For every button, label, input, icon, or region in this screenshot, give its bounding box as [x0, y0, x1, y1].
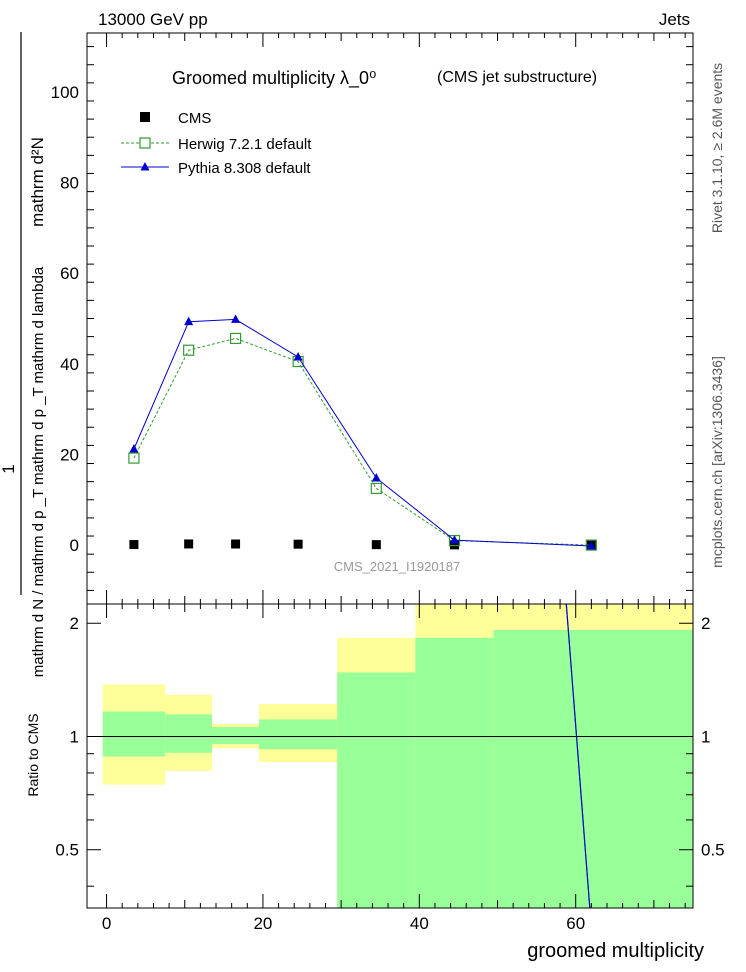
ratio-tick-label-right-2: 2	[701, 614, 710, 633]
ratio-tick-label-right-0: 0.5	[701, 841, 725, 860]
y-tick-label-0: 0	[70, 536, 79, 555]
ratio-axis-label: Ratio to CMS	[25, 713, 41, 796]
ratio-tick-label-right-1: 1	[701, 727, 710, 746]
chart-subtitle: (CMS jet substructure)	[437, 69, 597, 86]
herwig-point-6	[585, 539, 597, 551]
chart-title: Groomed multiplicity λ_0⁰	[172, 68, 376, 89]
y-tick-label-3: 60	[60, 264, 79, 283]
axis-ticks	[87, 33, 693, 908]
rivet-label: Rivet 3.1.10, ≥ 2.6M events	[709, 63, 725, 233]
ratio-lines	[565, 603, 591, 909]
ylabel-top: mathrm d²N	[28, 137, 47, 227]
legend-marker-pythia	[140, 162, 150, 171]
legend-label-1: Herwig 7.2.1 default	[178, 136, 312, 153]
cms-point-2	[231, 539, 241, 549]
legend-marker-herwig	[139, 137, 151, 149]
x-tick-label-0: 0	[102, 914, 111, 933]
cms-point-4	[371, 540, 381, 550]
x-axis-label: groomed multiplicity	[527, 940, 704, 962]
cms-point-5	[450, 540, 460, 550]
ylabel-denominator: mathrm d N / mathrm d p _T mathrm d p _T…	[30, 266, 47, 677]
pythia-point-5	[450, 535, 460, 544]
ratio-green-band-6	[493, 629, 693, 908]
ratio-green-band-2	[212, 726, 260, 745]
herwig-point-4	[370, 482, 382, 495]
ylabel-numerator: 1	[0, 464, 18, 473]
ratio-green-band-3	[259, 719, 338, 750]
analysis-label: CMS_2021_I1920187	[334, 559, 461, 574]
pythia-point-2	[231, 314, 241, 323]
ratio-bands	[102, 604, 693, 908]
legend-label-0: CMS	[178, 110, 211, 127]
pythia-point-6	[586, 540, 596, 550]
x-tick-label-1: 20	[253, 914, 272, 933]
y-tick-label-2: 40	[60, 355, 79, 374]
ratio-line-1	[565, 603, 591, 909]
legend: CMS Herwig 7.2.1 default Pythia 8.308 defa…	[121, 110, 312, 177]
mcplots-label: mcplots.cern.ch [arXiv:1306.3436]	[709, 356, 725, 568]
energy-label: 13000 GeV pp	[98, 10, 208, 29]
pythia-point-4	[371, 473, 381, 482]
herwig-point-0	[128, 452, 140, 464]
ratio-green-band-4	[337, 672, 416, 908]
herwig-point-1	[183, 344, 195, 356]
ratio-green-band-1	[165, 714, 213, 753]
cms-point-1	[184, 539, 194, 549]
pythia-point-3	[293, 352, 303, 361]
ratio-tick-label-left-2: 2	[70, 614, 79, 633]
x-tick-label-2: 40	[410, 914, 429, 933]
axis-tick-labels: 0 20 40 60 0 20 40 60 80 100 0.5 0.5 1 1 2 2	[51, 83, 725, 933]
y-tick-label-4: 80	[60, 174, 79, 193]
series-line-2	[133, 318, 592, 547]
ratio-tick-label-left-1: 1	[70, 727, 79, 746]
pythia-point-1	[184, 316, 194, 326]
x-tick-label-3: 60	[566, 914, 585, 933]
ratio-plot-frame	[86, 603, 694, 909]
legend-label-2: Pythia 8.308 default	[178, 160, 311, 177]
pythia-point-0	[129, 444, 139, 453]
cms-point-3	[293, 539, 303, 549]
y-tick-label-5: 100	[51, 83, 79, 102]
y-tick-label-1: 20	[60, 445, 79, 464]
ratio-green-band-0	[102, 711, 166, 757]
ratio-tick-label-left-0: 0.5	[55, 841, 79, 860]
cms-point-0	[129, 540, 139, 550]
legend-marker-cms	[140, 112, 150, 122]
category-label: Jets	[659, 10, 690, 29]
ratio-green-band-5	[415, 637, 494, 908]
herwig-point-2	[229, 332, 242, 345]
series-line-1	[133, 337, 592, 546]
main-series	[128, 314, 597, 551]
